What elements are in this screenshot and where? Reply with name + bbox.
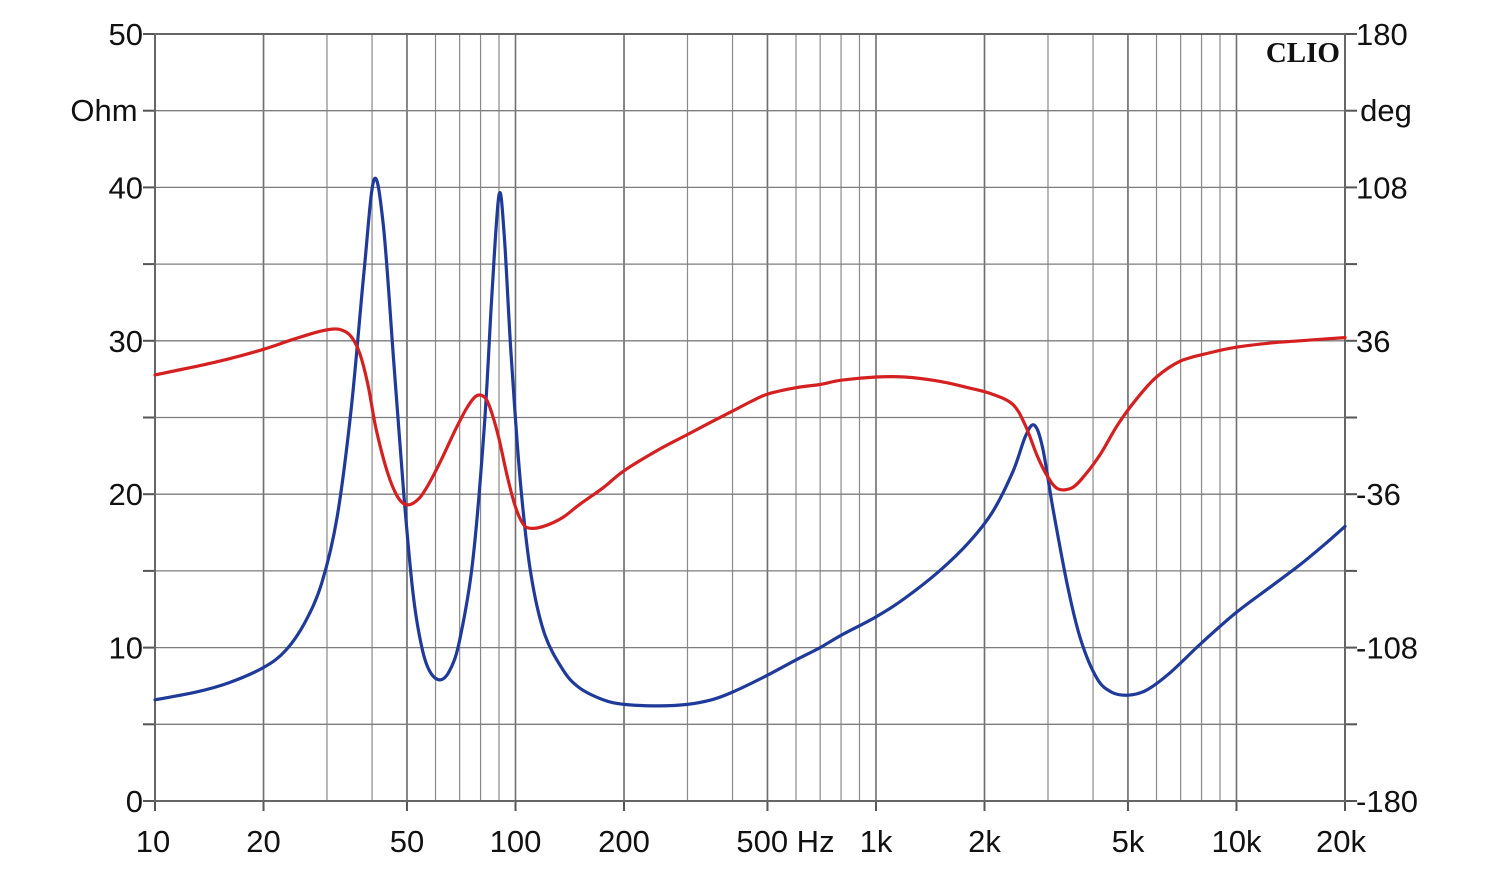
plot-frame: [154, 33, 1346, 802]
x-tick-label: 500 Hz: [736, 824, 834, 859]
y-left-tick-label: 40: [109, 170, 143, 205]
y-right-tick-label: -36: [1356, 477, 1401, 512]
x-tick-label: 100: [490, 824, 542, 859]
x-tick-label: 10: [136, 824, 170, 859]
series-layer: [153, 176, 1347, 708]
x-tick-label: 50: [390, 824, 424, 859]
impedance-curve: [153, 176, 1347, 708]
x-tick-label: 5k: [1112, 824, 1145, 859]
x-tick-label: 200: [598, 824, 650, 859]
axis-tick-marks: [143, 33, 1357, 811]
x-tick-label: 2k: [968, 824, 1001, 859]
y-left-tick-label: 30: [109, 324, 143, 359]
phase-curve: [153, 327, 1347, 530]
x-tick-label: 20: [246, 824, 280, 859]
tick-labels: 10 20 50 100 200 500 Hz 1k 2k 5k 10k 20k 0 10 20 30 40 5…: [109, 17, 1419, 859]
y-left-tick-label: 20: [109, 477, 143, 512]
major-gridlines: [154, 33, 1346, 802]
y-left-tick-label: 50: [109, 17, 143, 52]
y-left-axis-label: Ohm: [70, 93, 137, 128]
clio-logo: CLIO: [1266, 37, 1340, 69]
y-right-tick-label: 108: [1356, 170, 1408, 205]
x-tick-label: 20k: [1316, 824, 1366, 859]
y-right-tick-label: 180: [1356, 17, 1408, 52]
y-right-axis-label: deg: [1360, 93, 1412, 128]
x-tick-label: 1k: [860, 824, 893, 859]
y-left-tick-label: 10: [109, 631, 143, 666]
y-right-tick-label: -108: [1356, 631, 1418, 666]
y-right-tick-label: 36: [1356, 324, 1390, 359]
x-tick-label: 10k: [1211, 824, 1261, 859]
y-right-tick-label: -180: [1356, 784, 1418, 819]
y-left-tick-label: 0: [126, 784, 143, 819]
